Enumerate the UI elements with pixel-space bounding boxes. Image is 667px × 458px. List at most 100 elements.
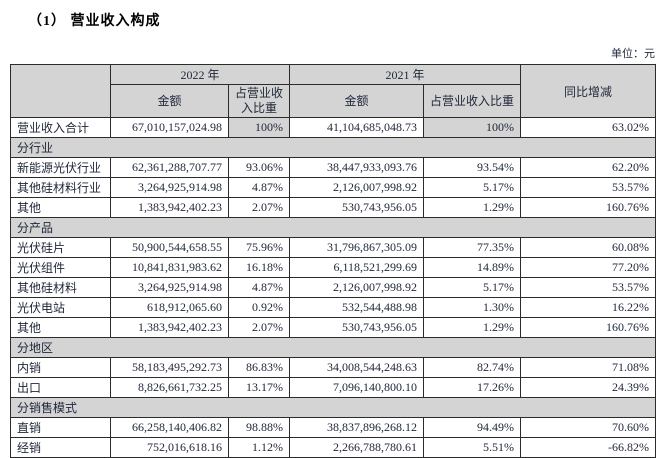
table-row: 其他硅材料行业 3,264,925,914.98 4.87% 2,126,007… [10, 177, 657, 198]
pct-2021: 5.51% [423, 437, 522, 458]
amount-2021: 2,126,007,998.92 [289, 177, 425, 198]
pct-2022-header: 占营业收入比重 [227, 84, 291, 118]
amount-2022: 752,016,618.16 [110, 437, 229, 458]
page-title: （1） 营业收入构成 [28, 14, 161, 29]
pct-2021: 82.74% [423, 357, 522, 378]
row-label: 营业收入合计 [10, 117, 111, 138]
pct-2021: 14.89% [423, 257, 522, 278]
table-header: 2022 年 2021 年 同比增减 金额 占营业收入比重 金额 占营业收入比重 [10, 64, 657, 118]
pct-2021: 100% [423, 117, 522, 138]
pct-2022: 93.06% [227, 157, 291, 178]
table-row: 内销 58,183,495,292.73 86.83% 34,008,544,2… [10, 357, 657, 378]
yoy-value: 60.08% [520, 237, 657, 258]
section-title: 分行业 [9, 137, 657, 158]
pct-2022: 2.07% [227, 197, 291, 218]
table-row: 其他 1,383,942,402.23 2.07% 530,743,956.05… [10, 197, 657, 218]
amount-2021: 38,447,933,093.76 [289, 157, 425, 178]
row-label: 经销 [10, 437, 111, 458]
yoy-value: 24.39% [520, 377, 657, 398]
row-label: 新能源光伏行业 [10, 157, 111, 178]
amount-2021: 2,266,788,780.61 [289, 437, 425, 458]
yoy-value: 160.76% [520, 197, 657, 218]
yoy-value: 53.57% [520, 277, 657, 298]
amount-2022: 3,264,925,914.98 [110, 177, 229, 198]
yoy-value: 63.02% [520, 117, 657, 138]
year-2021-header: 2021 年 [289, 64, 522, 85]
pct-2021: 1.30% [423, 297, 522, 318]
pct-2022: 86.83% [227, 357, 291, 378]
amount-2022: 10,841,831,983.62 [110, 257, 229, 278]
amount-2022: 618,912,065.60 [110, 297, 229, 318]
yoy-value: 71.08% [520, 357, 657, 378]
amount-2021: 530,743,956.05 [289, 317, 425, 338]
pct-2021: 77.35% [423, 237, 522, 258]
amount-2021: 532,544,488.98 [289, 297, 425, 318]
amount-2022: 66,258,140,406.82 [110, 417, 229, 438]
yoy-value: 53.57% [520, 177, 657, 198]
amount-2021: 7,096,140,800.10 [289, 377, 425, 398]
row-label: 其他 [10, 197, 111, 218]
table-body: 营业收入合计 67,010,157,024.98 100% 41,104,685… [9, 117, 657, 458]
section-title: 分销售模式 [9, 397, 657, 418]
table-row: 新能源光伏行业 62,361,288,707.77 93.06% 38,447,… [10, 157, 657, 178]
yoy-header: 同比增减 [520, 64, 657, 118]
amount-2021: 6,118,521,299.69 [289, 257, 425, 278]
table-row: 其他 1,383,942,402.23 2.07% 530,743,956.05… [10, 317, 657, 338]
yoy-value: 77.20% [520, 257, 657, 278]
pct-2022: 2.07% [227, 317, 291, 338]
table-row: 光伏电站 618,912,065.60 0.92% 532,544,488.98… [10, 297, 657, 318]
pct-2022: 100% [227, 117, 291, 138]
pct-2022: 75.96% [227, 237, 291, 258]
amount-2021: 530,743,956.05 [289, 197, 425, 218]
row-label: 光伏硅片 [10, 237, 111, 258]
row-label: 其他硅材料 [10, 277, 111, 298]
section-row: 分行业 [9, 137, 657, 158]
table-row-total: 营业收入合计 67,010,157,024.98 100% 41,104,685… [10, 117, 657, 138]
section-title: 分产品 [9, 217, 657, 238]
revenue-composition-table: 2022 年 2021 年 同比增减 金额 占营业收入比重 金额 占营业收入比重… [9, 64, 657, 458]
row-label: 内销 [10, 357, 111, 378]
row-label: 其他硅材料行业 [10, 177, 111, 198]
corner-cell [10, 64, 111, 118]
table-row: 经销 752,016,618.16 1.12% 2,266,788,780.61… [10, 437, 657, 458]
amount-2022: 1,383,942,402.23 [110, 197, 229, 218]
pct-2022: 98.88% [227, 417, 291, 438]
table-row: 其他硅材料 3,264,925,914.98 4.87% 2,126,007,9… [10, 277, 657, 298]
amount-2022: 8,826,661,732.25 [110, 377, 229, 398]
table-row: 直销 66,258,140,406.82 98.88% 38,837,896,2… [10, 417, 657, 438]
pct-2022: 0.92% [227, 297, 291, 318]
amount-2022: 62,361,288,707.77 [110, 157, 229, 178]
amount-2021: 2,126,007,998.92 [289, 277, 425, 298]
pct-2022: 1.12% [227, 437, 291, 458]
pct-2021-header: 占营业收入比重 [423, 84, 522, 118]
year-2022-header: 2022 年 [109, 64, 291, 85]
amount-2022: 3,264,925,914.98 [110, 277, 229, 298]
yoy-value: -66.82% [520, 437, 657, 458]
amount-2021-header: 金额 [289, 84, 425, 118]
section-row: 分产品 [9, 217, 657, 238]
row-label: 光伏组件 [10, 257, 111, 278]
yoy-value: 62.20% [520, 157, 657, 178]
table-row: 出口 8,826,661,732.25 13.17% 7,096,140,800… [10, 377, 657, 398]
amount-2021: 34,008,544,248.63 [289, 357, 425, 378]
pct-2022: 13.17% [227, 377, 291, 398]
amount-2022-header: 金额 [110, 84, 229, 118]
amount-2021: 31,796,867,305.09 [289, 237, 425, 258]
row-label: 直销 [10, 417, 111, 438]
amount-2021: 41,104,685,048.73 [289, 117, 425, 138]
amount-2022: 67,010,157,024.98 [110, 117, 229, 138]
section-row: 分地区 [9, 337, 657, 358]
pct-2021: 5.17% [423, 177, 522, 198]
table-row: 光伏组件 10,841,831,983.62 16.18% 6,118,521,… [10, 257, 657, 278]
yoy-value: 16.22% [520, 297, 657, 318]
row-label: 出口 [10, 377, 111, 398]
section-row: 分销售模式 [9, 397, 657, 418]
pct-2021: 17.26% [423, 377, 522, 398]
yoy-value: 70.60% [520, 417, 657, 438]
table-row: 光伏硅片 50,900,544,658.55 75.96% 31,796,867… [10, 237, 657, 258]
pct-2021: 5.17% [423, 277, 522, 298]
row-label: 光伏电站 [10, 297, 111, 318]
unit-label: 单位：元 [611, 48, 655, 60]
amount-2021: 38,837,896,268.12 [289, 417, 425, 438]
